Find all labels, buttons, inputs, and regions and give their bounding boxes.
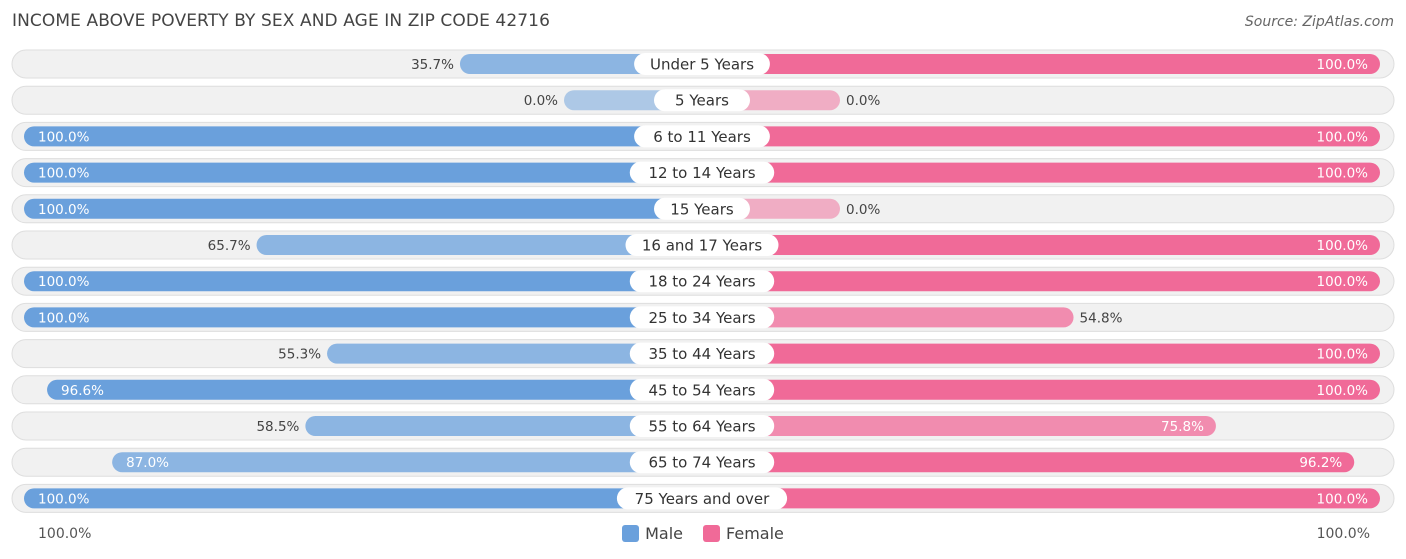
category-pill: [629, 270, 775, 293]
category-label: Under 5 Years: [650, 56, 754, 74]
category-label: 55 to 64 Years: [648, 418, 755, 436]
category-pill: [629, 415, 775, 437]
bar-male: [24, 198, 702, 219]
bar-female: [702, 126, 1380, 147]
value-label-female: 100.0%: [1317, 274, 1369, 290]
value-label-male: 0.0%: [524, 93, 558, 109]
value-label-male: 100.0%: [38, 310, 90, 326]
category-label: 12 to 14 Years: [648, 164, 755, 182]
legend-swatch-female: [703, 525, 721, 542]
bar-female: [702, 271, 1380, 292]
value-label-female: 100.0%: [1317, 129, 1369, 145]
category-pill: [629, 451, 775, 474]
value-label-female: 75.8%: [1161, 419, 1204, 435]
bar-male: [112, 452, 702, 473]
legend-label-male: Male: [645, 524, 684, 543]
bar-female: [702, 162, 1380, 183]
value-label-male: 100.0%: [38, 129, 90, 145]
value-label-male: 58.5%: [256, 419, 299, 435]
value-label-male: 100.0%: [38, 491, 90, 507]
bar-male: [24, 126, 702, 147]
bar-female: [702, 379, 1380, 400]
bar-female: [702, 235, 1380, 255]
category-label: 25 to 34 Years: [648, 309, 755, 327]
value-label-female: 0.0%: [846, 93, 880, 109]
value-label-male: 96.6%: [61, 383, 104, 399]
category-pill: [629, 161, 775, 184]
bar-female: [702, 452, 1355, 473]
value-label-male: 35.7%: [411, 57, 454, 73]
bar-female: [702, 416, 1216, 436]
bar-female: [702, 307, 1074, 328]
value-label-female: 100.0%: [1317, 57, 1369, 73]
value-label-female: 0.0%: [846, 202, 880, 218]
bar-male: [256, 235, 702, 255]
value-label-female: 54.8%: [1080, 310, 1123, 326]
axis-right-label: 100.0%: [1316, 526, 1370, 542]
category-pill: [634, 125, 770, 148]
category-label: 18 to 24 Years: [648, 273, 755, 291]
bar-male: [327, 343, 702, 364]
bar-female: [702, 54, 1380, 74]
category-pill: [629, 342, 775, 365]
legend-item-female: Female: [703, 524, 784, 543]
category-pill: [654, 89, 750, 112]
category-label: 16 and 17 Years: [642, 237, 762, 255]
legend-swatch-male: [622, 525, 640, 542]
value-label-male: 100.0%: [38, 202, 90, 218]
bar-female: [702, 488, 1380, 509]
value-label-female: 100.0%: [1317, 383, 1369, 399]
category-pill: [654, 197, 750, 220]
category-label: 6 to 11 Years: [653, 128, 751, 146]
axis-left-label: 100.0%: [38, 526, 92, 542]
category-label: 45 to 54 Years: [648, 381, 755, 399]
value-label-male: 87.0%: [126, 455, 169, 471]
bar-male: [24, 488, 702, 509]
category-pill: [634, 53, 770, 75]
legend-item-male: Male: [622, 524, 683, 543]
chart-source: Source: ZipAtlas.com: [1244, 14, 1394, 30]
category-label: 5 Years: [675, 92, 729, 110]
bar-male: [24, 271, 702, 292]
bar-male: [305, 416, 702, 436]
bar-male: [47, 379, 702, 400]
value-label-male: 55.3%: [278, 347, 321, 363]
category-label: 35 to 44 Years: [648, 345, 755, 363]
legend-label-female: Female: [726, 524, 784, 543]
category-label: 65 to 74 Years: [648, 454, 755, 472]
category-label: 15 Years: [670, 200, 734, 218]
chart-title: INCOME ABOVE POVERTY BY SEX AND AGE IN Z…: [12, 11, 551, 31]
value-label-male: 65.7%: [208, 238, 251, 254]
bar-male: [24, 307, 702, 328]
category-pill: [625, 234, 779, 256]
category-pill: [629, 378, 775, 401]
value-label-male: 100.0%: [38, 166, 90, 182]
value-label-female: 100.0%: [1317, 238, 1369, 254]
category-pill: [616, 487, 788, 510]
bar-male: [24, 162, 702, 183]
category-label: 75 Years and over: [635, 490, 770, 508]
value-label-male: 100.0%: [38, 274, 90, 290]
value-label-female: 100.0%: [1317, 491, 1369, 507]
category-pill: [629, 306, 775, 329]
bar-female: [702, 343, 1380, 364]
value-label-female: 100.0%: [1317, 166, 1369, 182]
diverging-bar-chart: Under 5 Years 35.7% 100.0% 5 Years 0.0% 0.0% 6…: [11, 49, 1395, 513]
value-label-female: 96.2%: [1299, 455, 1342, 471]
value-label-female: 100.0%: [1317, 347, 1369, 363]
chart-legend: Male Female: [0, 524, 1406, 543]
